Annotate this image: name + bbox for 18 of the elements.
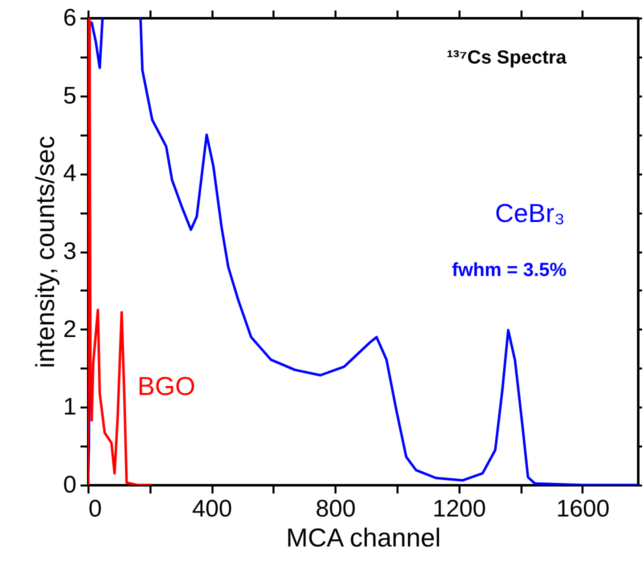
y-tick-label: 5	[63, 82, 76, 110]
x-tick-label: 400	[192, 496, 232, 522]
y-tick-label: 0	[63, 472, 76, 498]
y-tick-label: 4	[63, 160, 76, 188]
x-axis-title: MCA channel	[286, 522, 441, 552]
annotation: fwhm = 3.5%	[452, 260, 567, 282]
y-tick-label: 2	[63, 316, 76, 343]
series-label: BGO	[138, 370, 196, 401]
y-axis-title: intensity, counts/sec	[30, 136, 60, 368]
y-tick-label: 3	[63, 238, 76, 265]
x-tick-label: 1200	[432, 496, 486, 522]
x-tick-label: 800	[316, 496, 356, 522]
y-tick-label: 6	[63, 4, 76, 32]
text: CeBr₃	[495, 198, 565, 228]
annotation: ¹³⁷Cs Spectra	[446, 48, 567, 69]
x-tick-label: 1600	[556, 496, 610, 522]
y-tick-label: 1	[63, 394, 76, 421]
x-tick-label: 0	[88, 496, 102, 522]
